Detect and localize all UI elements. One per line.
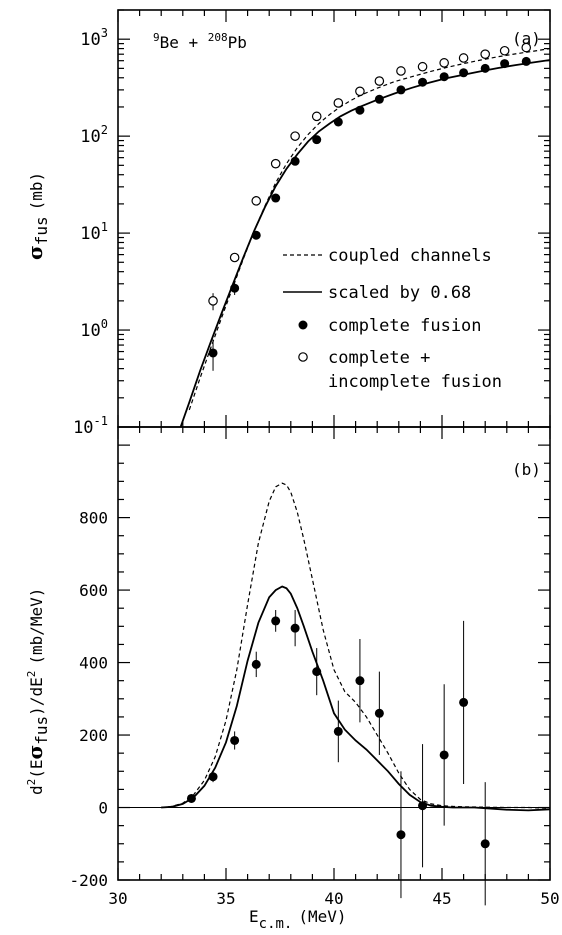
y-tick-label: 0 bbox=[98, 799, 108, 818]
legend: coupled channels scaled by 0.68 complete… bbox=[283, 246, 502, 392]
legend-filled-marker bbox=[298, 320, 308, 330]
a-total-fusion-point bbox=[251, 196, 262, 206]
y-tick-label: 800 bbox=[79, 509, 108, 528]
a-complete-fusion-point bbox=[271, 193, 281, 203]
a-complete-fusion-point bbox=[459, 68, 469, 78]
b-complete-fusion-point bbox=[186, 793, 196, 803]
panel-a-title: 9Be + 208Pb bbox=[153, 31, 247, 52]
panel-a-label: (a) bbox=[512, 29, 541, 48]
panel-b: 30 35 40 45 50 -200 0 200 400 600 800 bbox=[69, 426, 560, 908]
legend-label-coupled: coupled channels bbox=[328, 246, 492, 266]
a-complete-fusion-point bbox=[480, 63, 490, 73]
x-tick-label: 45 bbox=[432, 889, 451, 908]
legend-open-marker bbox=[298, 352, 308, 362]
a-total-fusion-point bbox=[290, 131, 300, 141]
x-tick-label: 50 bbox=[540, 889, 559, 908]
a-complete-fusion-point bbox=[521, 56, 531, 66]
y-tick-label: 10-1 bbox=[73, 414, 108, 438]
y-tick-label: 600 bbox=[79, 581, 108, 600]
b-complete-fusion-point bbox=[355, 676, 365, 686]
x-tick-label: 35 bbox=[216, 889, 235, 908]
a-complete-fusion-point bbox=[374, 94, 384, 104]
panel-b-ylabel: d2(Eσfus)/dE2(mb/MeV) bbox=[23, 588, 51, 795]
panel-b-label: (b) bbox=[512, 460, 541, 479]
b-complete-fusion-point bbox=[374, 708, 384, 718]
a-total-fusion-point bbox=[417, 61, 428, 72]
legend-label-incomplete: incomplete fusion bbox=[328, 372, 502, 392]
y-tick-label: 101 bbox=[80, 220, 108, 244]
a-total-fusion-point bbox=[374, 76, 385, 86]
panel-a-ylabel: σfus(mb) bbox=[23, 172, 51, 260]
legend-label-complete-plus: complete + bbox=[328, 348, 430, 368]
a-solid-curve bbox=[179, 59, 550, 427]
a-complete-fusion-point bbox=[312, 135, 322, 145]
b-complete-fusion-point bbox=[418, 801, 428, 811]
y-tick-label: 400 bbox=[79, 654, 108, 673]
y-tick-label: 102 bbox=[80, 123, 108, 147]
a-complete-fusion-point bbox=[333, 117, 343, 127]
a-complete-fusion-point bbox=[355, 105, 365, 115]
x-axis-label: Ec.m. (MeV) bbox=[249, 907, 347, 932]
b-complete-fusion-point bbox=[333, 726, 343, 736]
legend-label-complete: complete fusion bbox=[328, 316, 482, 336]
a-total-fusion-point bbox=[270, 158, 281, 169]
a-total-fusion-point bbox=[458, 53, 469, 63]
b-complete-fusion-point bbox=[271, 616, 281, 626]
a-complete-fusion-point bbox=[439, 72, 449, 82]
y-tick-label: -200 bbox=[69, 871, 108, 890]
a-complete-fusion-point bbox=[230, 283, 240, 293]
b-complete-fusion-point bbox=[230, 735, 240, 745]
a-complete-fusion-point bbox=[418, 77, 428, 87]
a-total-fusion-point bbox=[355, 86, 365, 97]
x-tick-label: 40 bbox=[324, 889, 343, 908]
b-solid-curve bbox=[161, 585, 550, 812]
a-total-fusion-point bbox=[521, 42, 532, 53]
a-total-fusion-point bbox=[439, 58, 449, 68]
a-total-fusion-point bbox=[333, 98, 344, 108]
a-complete-fusion-point bbox=[208, 348, 218, 358]
y-tick-label: 103 bbox=[80, 26, 108, 50]
a-total-fusion-point bbox=[208, 296, 218, 306]
a-complete-fusion-point bbox=[500, 59, 510, 69]
panel-a: 10-1 100 101 102 103 bbox=[73, 9, 551, 438]
b-complete-fusion-point bbox=[439, 750, 449, 760]
b-dashed-curve bbox=[161, 482, 550, 809]
y-tick-label: 100 bbox=[80, 317, 108, 341]
b-complete-fusion-point bbox=[208, 772, 218, 782]
b-complete-fusion-point bbox=[251, 659, 261, 669]
a-total-fusion-point bbox=[311, 111, 322, 122]
legend-label-scaled: scaled by 0.68 bbox=[328, 283, 471, 303]
a-total-fusion-point bbox=[480, 49, 490, 60]
a-dashed-curve bbox=[188, 48, 550, 411]
b-complete-fusion-point bbox=[312, 667, 322, 677]
b-complete-fusion-point bbox=[396, 830, 406, 840]
a-complete-fusion-point bbox=[251, 230, 261, 240]
a-total-fusion-point bbox=[396, 66, 406, 76]
a-total-fusion-point bbox=[229, 252, 240, 263]
a-complete-fusion-point bbox=[290, 156, 300, 166]
b-complete-fusion-point bbox=[290, 623, 300, 633]
b-complete-fusion-point bbox=[459, 697, 469, 707]
b-complete-fusion-point bbox=[480, 839, 490, 849]
x-tick-label: 30 bbox=[108, 889, 127, 908]
a-complete-fusion-point bbox=[396, 85, 406, 95]
y-tick-label: 200 bbox=[79, 726, 108, 745]
a-total-fusion-point bbox=[499, 45, 510, 56]
